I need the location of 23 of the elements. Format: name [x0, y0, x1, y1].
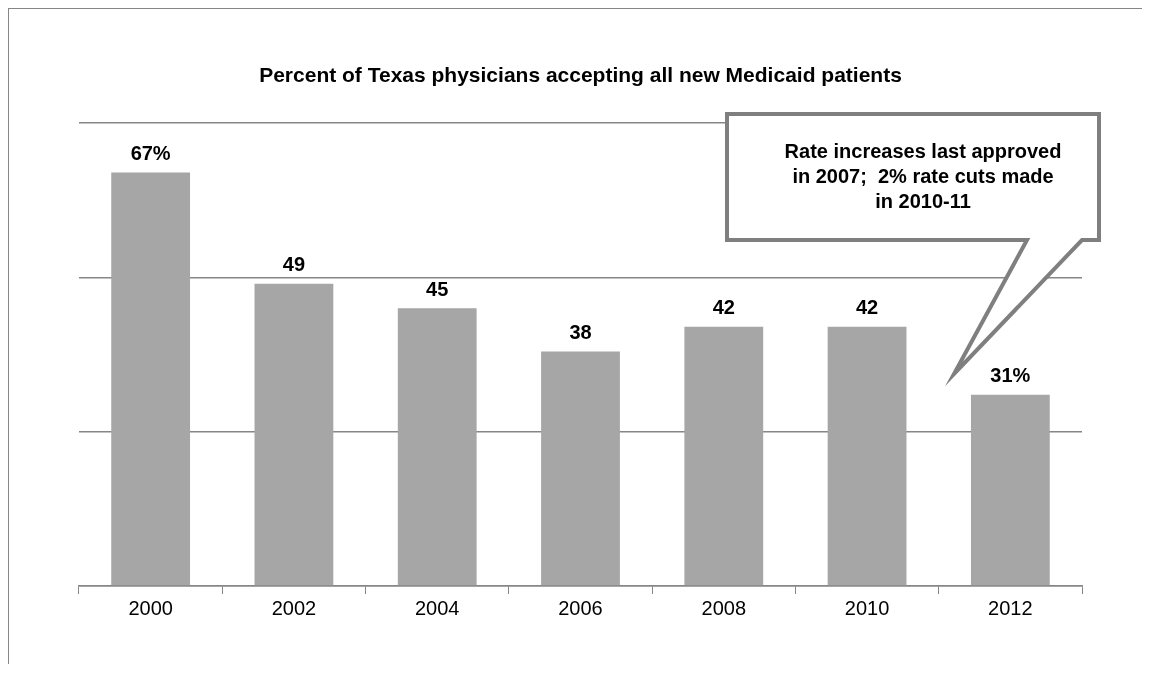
- bar: [541, 351, 620, 586]
- x-tick-label: 2000: [128, 596, 173, 619]
- x-tick-label: 2008: [701, 596, 747, 619]
- data-label: 38: [569, 321, 592, 344]
- annotation: Rate increases last approved in 2007; 2% rate cuts made in 2010-11: [784, 139, 1062, 212]
- data-label: 42: [855, 296, 879, 319]
- data-label: 45: [426, 277, 449, 300]
- chart-title: Percent of Texas physicians accepting all new Medicaid patients: [259, 63, 902, 87]
- x-tick-label: 2004: [414, 596, 460, 619]
- bar: [684, 326, 764, 586]
- bar: [254, 283, 334, 586]
- x-tick-label: 2006: [558, 596, 603, 619]
- bar: [970, 394, 1050, 586]
- bar: [397, 308, 477, 586]
- data-label: 31%: [990, 364, 1031, 387]
- data-label: 42: [712, 296, 735, 319]
- x-tick-label: 2012: [988, 596, 1033, 619]
- bar: [111, 172, 191, 586]
- data-label: 67%: [130, 142, 171, 165]
- bar: [827, 326, 907, 586]
- x-tick-label: 2010: [844, 596, 890, 619]
- data-label: 49: [282, 253, 306, 276]
- x-tick-label: 2002: [271, 596, 317, 619]
